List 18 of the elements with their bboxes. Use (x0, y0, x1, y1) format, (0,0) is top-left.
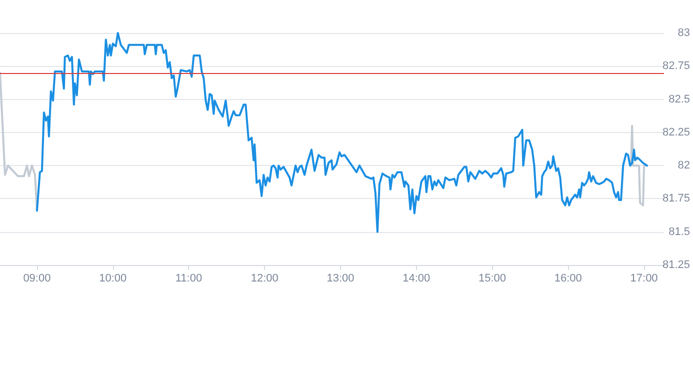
y-tick-label: 82.75 (662, 60, 690, 72)
x-tick-label: 14:00 (402, 272, 430, 284)
x-tick-label: 17:00 (630, 272, 658, 284)
y-tick-label: 81.75 (662, 192, 690, 205)
x-tick-label: 12:00 (250, 272, 278, 284)
y-tick-label: 82.5 (668, 93, 690, 106)
x-tick-label: 13:00 (326, 272, 354, 284)
x-tick-label: 10:00 (99, 272, 127, 284)
y-tick-label: 81.25 (662, 259, 690, 271)
line-series (36, 32, 648, 233)
y-tick-label: 81.5 (668, 226, 690, 238)
x-tick-label: 11:00 (175, 272, 202, 284)
x-tick-label: 16:00 (554, 272, 582, 284)
y-tick-label: 82 (678, 160, 690, 172)
x-tick-label: 09:00 (23, 272, 51, 284)
y-tick-label: 83 (678, 27, 690, 39)
y-tick-label: 82.25 (662, 126, 690, 138)
x-tick-label: 15:00 (478, 272, 506, 284)
